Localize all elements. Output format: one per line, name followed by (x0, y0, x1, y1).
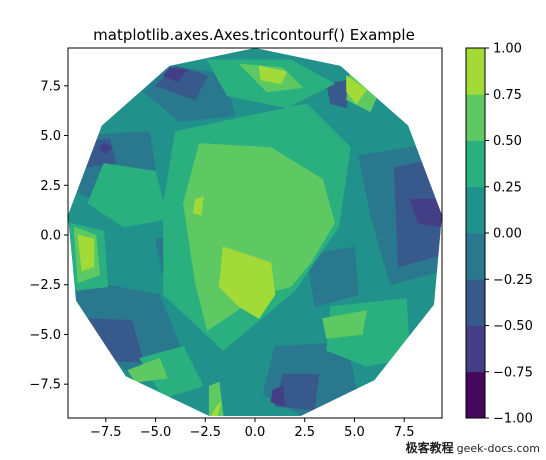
y-tick-label: 7.5 (40, 79, 61, 94)
x-axis-ticks: −7.5 −5.0 −2.5 0.0 2.5 5.0 7.5 (90, 418, 415, 440)
colorbar-band-2 (466, 279, 485, 326)
contour-regions (68, 48, 442, 418)
outside-hull-mask (68, 48, 442, 418)
x-tick-label: 2.5 (294, 425, 315, 440)
plot-area (68, 48, 442, 418)
contour-region-33 (77, 234, 95, 272)
contour-region-30 (127, 357, 168, 383)
y-tick-label: −7.5 (29, 378, 61, 393)
contour-region-24 (139, 346, 204, 399)
contour-region-19 (87, 163, 168, 228)
x-tick-label: 5.0 (344, 425, 365, 440)
y-tick-label: 0.0 (40, 228, 61, 243)
contour-region-34 (258, 65, 288, 85)
colorbar-tick-label: 0.25 (493, 180, 522, 195)
colorbar-tick-label: 0.50 (493, 134, 522, 149)
x-tick-label: −7.5 (90, 425, 122, 440)
colorbar-band-7 (466, 48, 485, 95)
colorbar-band-4 (466, 186, 485, 234)
colorbar-band-1 (466, 325, 485, 373)
colorbar-tick-label: 1.00 (493, 42, 522, 57)
colorbar-tick-label: −0.50 (493, 319, 533, 334)
contour-region-36 (192, 196, 204, 216)
colorbar-tick-label: −1.00 (493, 412, 533, 427)
contour-region-17 (270, 385, 286, 407)
colorbar-tick-label: −0.75 (493, 365, 533, 380)
contour-region-35 (346, 75, 367, 105)
colorbar-band-5 (466, 140, 485, 188)
colorbar-band-3 (466, 233, 485, 280)
watermark: 极客教程 geek-docs.com (405, 441, 540, 455)
contour-region-16 (99, 143, 113, 154)
colorbar-tick-label: 0.75 (493, 88, 522, 103)
colorbar-tick-label: −0.25 (493, 273, 533, 288)
colorbar-band-6 (466, 94, 485, 141)
x-tick-label: −2.5 (189, 425, 221, 440)
x-tick-label: 7.5 (394, 425, 415, 440)
contour-region-15 (409, 198, 442, 228)
contour-region-18 (163, 67, 188, 83)
x-tick-label: −5.0 (140, 425, 172, 440)
contour-region-29 (322, 310, 367, 339)
y-axis-ticks: −7.5 −5.0 −2.5 0.0 2.5 5.0 7.5 (29, 79, 68, 393)
y-tick-label: −2.5 (29, 278, 61, 293)
colorbar: −1.00 −0.75 −0.50 −0.25 0.00 0.25 0.50 0.75 1.00 (465, 42, 533, 427)
colorbar-tick-label: 0.00 (493, 227, 522, 242)
chart-title: matplotlib.axes.Axes.tricontourf() Examp… (93, 26, 415, 44)
y-tick-label: 2.5 (40, 179, 61, 194)
y-tick-label: −5.0 (29, 328, 61, 343)
contour-region-32 (218, 246, 276, 319)
y-tick-label: 5.0 (40, 129, 61, 144)
x-tick-label: 0.0 (245, 425, 266, 440)
contour-region-7 (306, 246, 359, 307)
colorbar-band-0 (466, 371, 485, 419)
contour-region-14 (326, 79, 351, 109)
